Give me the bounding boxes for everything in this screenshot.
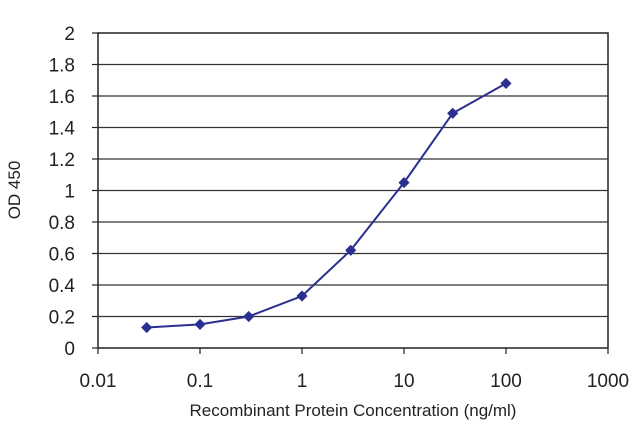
y-tick-label: 0 <box>64 339 75 360</box>
y-tick-label: 0.2 <box>49 308 75 329</box>
y-tick-label: 1 <box>64 182 75 203</box>
x-tick-label: 1 <box>297 371 308 392</box>
y-tick-label: 0.8 <box>49 213 75 234</box>
data-point <box>500 77 512 89</box>
data-point <box>194 318 206 330</box>
y-tick-label: 1.6 <box>49 87 75 108</box>
data-point <box>398 177 410 189</box>
y-tick-label: 2 <box>64 24 75 45</box>
y-axis-ticks: 0 0.2 0.4 0.6 0.8 1 1.2 1.4 1.6 1.8 2 <box>49 24 98 360</box>
y-tick-label: 0.6 <box>49 245 75 266</box>
data-point <box>345 244 357 256</box>
x-tick-label: 1000 <box>587 371 629 392</box>
grid-lines <box>98 63 608 318</box>
x-axis-ticks: 0.01 0.1 1 10 100 1000 <box>80 348 629 392</box>
x-axis-title: Recombinant Protein Concentration (ng/ml… <box>190 401 517 420</box>
y-tick-label: 0.4 <box>49 276 76 297</box>
y-tick-label: 1.4 <box>49 119 76 140</box>
y-axis-title: OD 450 <box>5 161 24 220</box>
series-line <box>146 82 507 329</box>
x-tick-label: 100 <box>490 371 522 392</box>
y-tick-label: 1.2 <box>49 150 75 171</box>
data-point <box>296 290 308 302</box>
x-tick-label: 0.1 <box>187 371 213 392</box>
y-tick-label: 1.8 <box>49 56 75 77</box>
data-point <box>447 107 459 119</box>
x-tick-label: 0.01 <box>80 371 117 392</box>
series-layer <box>141 77 512 334</box>
data-point <box>141 321 153 334</box>
x-tick-label: 10 <box>393 371 414 392</box>
data-point <box>243 310 255 323</box>
